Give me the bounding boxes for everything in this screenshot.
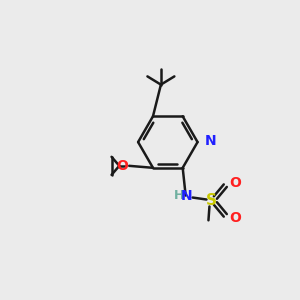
Text: H: H (173, 189, 184, 202)
Text: O: O (229, 211, 241, 225)
Text: N: N (205, 134, 216, 148)
Text: O: O (229, 176, 241, 190)
Text: S: S (206, 193, 217, 208)
Text: O: O (116, 159, 128, 173)
Text: N: N (181, 189, 193, 202)
